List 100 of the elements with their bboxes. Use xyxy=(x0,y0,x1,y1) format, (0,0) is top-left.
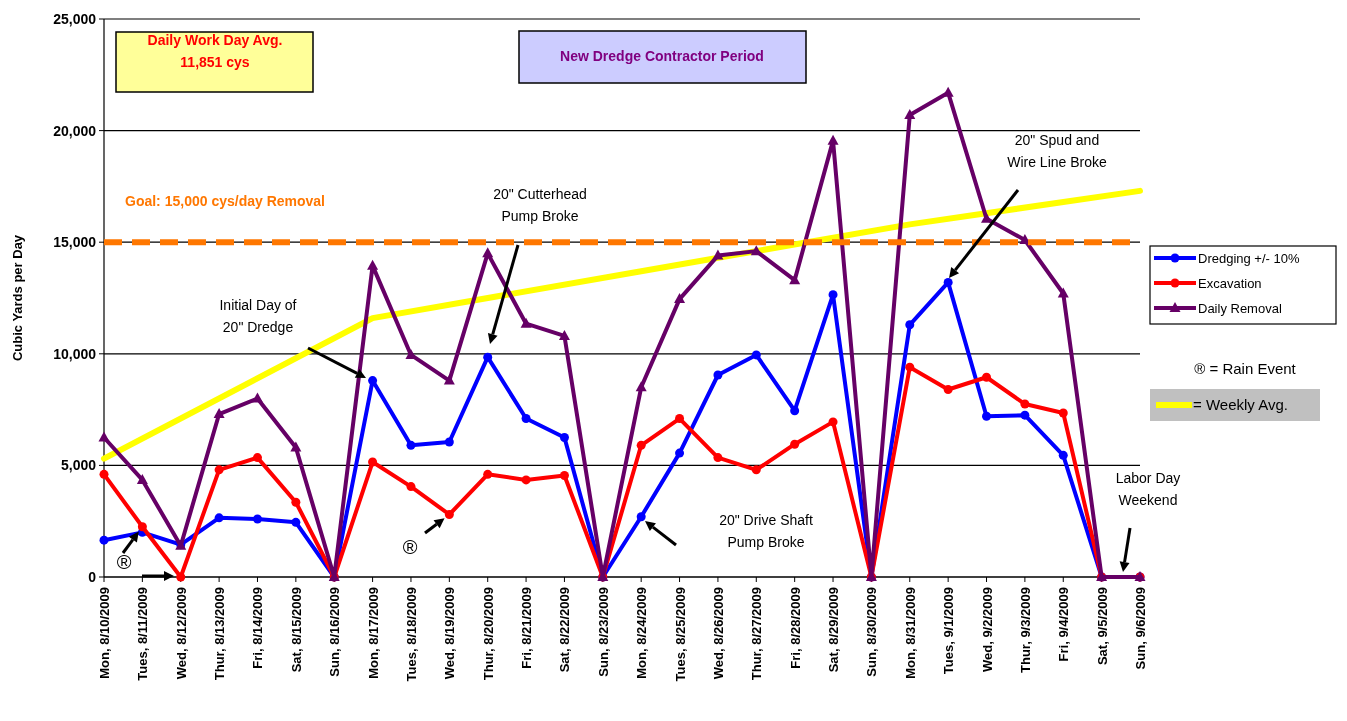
y-tick-label: 10,000 xyxy=(53,345,97,362)
point xyxy=(99,469,109,479)
point xyxy=(559,433,569,442)
x-tick-label: Tues, 8/11/2009 xyxy=(135,587,151,681)
x-tick-label: Sat, 8/22/2009 xyxy=(557,587,573,673)
x-tick-label: Tues, 8/18/2009 xyxy=(403,587,419,682)
point xyxy=(406,482,416,492)
point xyxy=(675,448,685,458)
point xyxy=(674,293,686,304)
x-tick-label: Mon, 8/17/2009 xyxy=(365,587,381,679)
point xyxy=(136,473,148,484)
x-tick-label: Wed, 8/12/2009 xyxy=(173,587,189,680)
point xyxy=(790,406,800,416)
x-tick-label: Thur, 8/13/2009 xyxy=(212,587,228,681)
x-tick-label: Wed, 8/26/2009 xyxy=(710,587,726,680)
point xyxy=(443,374,455,385)
point xyxy=(636,512,646,522)
point xyxy=(789,274,801,285)
legend-label: = Weekly Avg. xyxy=(1193,396,1288,414)
point xyxy=(291,517,301,527)
point xyxy=(213,408,225,419)
point xyxy=(751,350,761,360)
point xyxy=(252,514,262,524)
point xyxy=(905,362,915,372)
x-tick-label: Mon, 8/31/2009 xyxy=(902,587,918,679)
x-tick-label: Sun, 8/16/2009 xyxy=(327,587,343,677)
point xyxy=(521,414,531,424)
point xyxy=(483,469,493,479)
x-tick-label: Fri, 8/14/2009 xyxy=(250,587,266,669)
point xyxy=(982,411,992,421)
x-tick-label: Sat, 9/5/2009 xyxy=(1094,587,1110,666)
point xyxy=(367,259,379,270)
x-tick-label: Mon, 8/24/2009 xyxy=(634,587,650,679)
y-tick-label: 20,000 xyxy=(53,122,97,139)
y-tick-label: 5,000 xyxy=(60,457,97,474)
annotation: New Dredge Contractor Period xyxy=(560,47,764,64)
point xyxy=(675,414,685,424)
point xyxy=(368,457,378,467)
annotation: 20" Drive Shaft Pump Broke xyxy=(719,511,813,550)
x-tick-label: Wed, 9/2/2009 xyxy=(979,587,995,673)
point xyxy=(290,441,302,452)
y-tick-label: 15,000 xyxy=(53,234,97,251)
annotation: 20" Cutterhead Pump Broke xyxy=(493,185,587,224)
point xyxy=(1020,410,1030,420)
point xyxy=(252,453,262,463)
x-tick-label: Fri, 9/4/2009 xyxy=(1056,587,1072,662)
legend-label: Excavation xyxy=(1198,275,1262,291)
x-tick-label: Tues, 8/25/2009 xyxy=(672,587,688,682)
point xyxy=(99,535,109,545)
annotation: ® xyxy=(116,551,132,574)
point xyxy=(1058,408,1068,418)
point xyxy=(559,470,569,480)
point xyxy=(828,417,838,427)
x-tick-label: Sun, 9/6/2009 xyxy=(1133,587,1148,670)
x-tick-label: Sun, 8/23/2009 xyxy=(595,587,611,677)
y-tick-label: 25,000 xyxy=(53,10,97,27)
point xyxy=(251,392,263,403)
annotation: 20" Spud and Wire Line Broke xyxy=(1007,131,1108,170)
point xyxy=(214,513,224,523)
point xyxy=(137,522,147,532)
point xyxy=(712,249,724,260)
x-tick-label: Thur, 9/3/2009 xyxy=(1017,587,1033,673)
legend-label: Daily Removal xyxy=(1198,300,1282,316)
point xyxy=(176,572,186,582)
x-tick-label: Mon, 8/10/2009 xyxy=(97,587,112,679)
annotation: Daily Work Day Avg. 11,851 cys xyxy=(147,31,283,70)
x-tick-label: Fri, 8/21/2009 xyxy=(519,587,535,669)
point xyxy=(827,134,839,145)
x-tick-label: Fri, 8/28/2009 xyxy=(787,587,803,669)
point xyxy=(905,320,915,330)
point xyxy=(828,290,838,300)
annotation: Labor Day Weekend xyxy=(1115,469,1181,508)
point xyxy=(713,453,723,463)
annotation: ® xyxy=(402,536,418,559)
x-tick-label: Tues, 9/1/2009 xyxy=(941,587,957,675)
annotation: Initial Day of 20" Dredge xyxy=(219,296,297,335)
point xyxy=(444,437,454,447)
point xyxy=(1020,399,1030,409)
legend-label: Dredging +/- 10% xyxy=(1198,250,1300,266)
x-tick-label: Sun, 8/30/2009 xyxy=(864,587,880,677)
x-tick-label: Thur, 8/27/2009 xyxy=(749,587,765,681)
x-tick-label: Thur, 8/20/2009 xyxy=(480,587,496,681)
y-axis-title: Cubic Yards per Day xyxy=(10,234,25,362)
point xyxy=(444,510,454,519)
point xyxy=(751,465,761,475)
point xyxy=(982,372,992,382)
point xyxy=(291,497,301,507)
y-tick-label: 0 xyxy=(88,568,97,585)
point xyxy=(406,440,416,450)
point xyxy=(943,385,953,395)
point xyxy=(521,475,531,485)
point xyxy=(483,352,493,362)
x-tick-label: Sat, 8/29/2009 xyxy=(826,587,842,673)
point xyxy=(1058,450,1068,460)
point xyxy=(943,277,953,287)
x-tick-label: Wed, 8/19/2009 xyxy=(442,587,458,680)
point xyxy=(520,317,532,328)
point xyxy=(904,108,916,119)
text: ® = Rain Event xyxy=(1194,359,1297,377)
point xyxy=(482,247,494,258)
